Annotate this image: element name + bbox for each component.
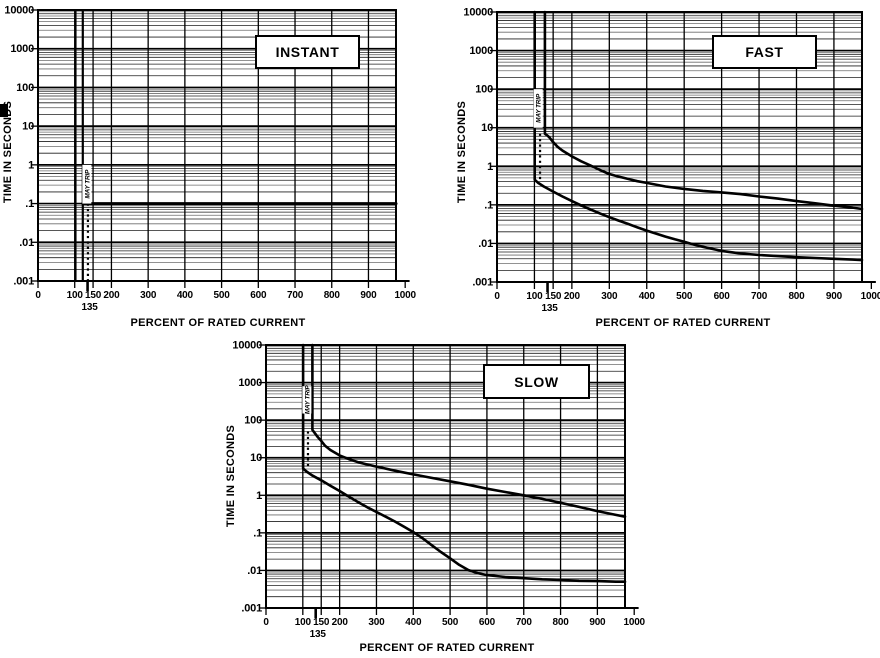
x-tick-label: 100: [526, 291, 543, 302]
x-tick-label: 600: [714, 291, 731, 302]
x-tick-label: 800: [553, 617, 570, 628]
y-axis-title: TIME IN SECONDS: [225, 424, 237, 528]
y-axis-title: TIME IN SECONDS: [456, 100, 468, 204]
y-tick-label: 1000: [238, 377, 262, 389]
x-tick-label: 600: [479, 617, 496, 628]
x-tick-label: 900: [826, 291, 843, 302]
x-tick-label: 400: [177, 290, 194, 301]
may-trip-label: MAY TRIP: [304, 385, 311, 415]
x-tick-label: 150: [313, 617, 330, 628]
x-tick-label: 500: [214, 290, 231, 301]
y-tick-label: 10000: [463, 7, 493, 19]
x-tick-label: 900: [589, 617, 606, 628]
x-tick-label: 500: [676, 291, 693, 302]
y-tick-label: 1: [28, 159, 34, 171]
y-tick-label: .01: [19, 237, 34, 249]
max-trip-time-curve: [311, 343, 627, 518]
x-axis-title: PERCENT OF RATED CURRENT: [595, 317, 771, 329]
chart-title-box: FAST: [712, 35, 817, 69]
y-tick-label: .001: [241, 603, 262, 615]
x-tick-label: 1000: [394, 290, 416, 301]
chart-fast: 0 100 150 200 300 400 500 600 700 800 900 1000 135 10…: [440, 0, 880, 330]
plot-border: [496, 11, 863, 283]
may-trip-label: MAY TRIP: [536, 93, 543, 123]
special-tick-label: 135: [82, 302, 99, 313]
x-tick-label: 0: [35, 290, 41, 301]
y-tick-label: .001: [472, 277, 493, 289]
x-tick-label: 100: [67, 290, 84, 301]
may-trip-label: MAY TRIP: [84, 169, 91, 199]
y-tick-label: 100: [475, 84, 493, 96]
chart-title-box: SLOW: [483, 364, 590, 399]
x-tick-label: 800: [324, 290, 341, 301]
y-tick-label: .1: [25, 198, 34, 210]
x-tick-label: 300: [368, 617, 385, 628]
chart-slow: 0 100 150 200 300 400 500 600 700 800 900 1000 135 10…: [220, 330, 660, 658]
x-tick-label: 300: [601, 291, 618, 302]
special-tick-label: 135: [310, 629, 327, 640]
y-tick-label: .1: [484, 199, 493, 211]
x-tick-label: 700: [751, 291, 768, 302]
min-trip-time-curve: [533, 10, 864, 262]
max-trip-time-curve: [543, 10, 864, 211]
chart-instant: 0 100 150 200 300 400 500 600 700 800 900 1000 135 10…: [0, 0, 440, 330]
x-tick-label: 400: [639, 291, 656, 302]
min-trip-time-curve: [301, 343, 627, 583]
chart-title-box: INSTANT: [255, 35, 360, 69]
x-tick-label: 0: [494, 291, 500, 302]
y-tick-label: .001: [13, 276, 34, 288]
special-tick-label: 135: [541, 303, 558, 314]
y-tick-label: .01: [478, 238, 493, 250]
y-tick-label: 1: [487, 161, 493, 173]
y-tick-label: 1: [256, 490, 262, 502]
x-tick-label: 0: [263, 617, 269, 628]
slow-plot: 0 100 150 200 300 400 500 600 700 800 900 100013510…: [220, 330, 660, 658]
x-tick-label: 600: [250, 290, 267, 301]
y-tick-label: 1000: [10, 43, 34, 55]
y-tick-label: 100: [16, 82, 34, 94]
y-tick-label: 10: [22, 121, 34, 133]
y-tick-label: 10000: [232, 340, 262, 352]
band-label-bg: [82, 164, 92, 204]
x-axis-title: PERCENT OF RATED CURRENT: [359, 642, 535, 654]
plot-border: [265, 344, 626, 609]
x-tick-label: 500: [442, 617, 459, 628]
x-tick-label: 400: [405, 617, 422, 628]
y-tick-label: 10: [481, 122, 493, 134]
x-tick-label: 100: [295, 617, 312, 628]
x-tick-label: 800: [788, 291, 805, 302]
x-tick-label: 1000: [861, 291, 880, 302]
x-tick-label: 150: [545, 291, 562, 302]
x-tick-label: 200: [103, 290, 120, 301]
x-tick-label: 300: [140, 290, 157, 301]
x-tick-label: 1000: [623, 617, 645, 628]
y-tick-label: .01: [247, 565, 262, 577]
scan-artifact: [0, 104, 8, 117]
x-tick-label: 700: [287, 290, 304, 301]
y-tick-label: 1000: [469, 45, 493, 57]
y-tick-label: 10000: [4, 5, 34, 17]
x-tick-label: 200: [332, 617, 349, 628]
instant-plot: 0 100 150 200 300 400 500 600 700 800 900 100013510…: [0, 0, 440, 330]
x-tick-label: 900: [360, 290, 377, 301]
x-axis-title: PERCENT OF RATED CURRENT: [130, 317, 306, 329]
y-tick-label: 10: [250, 452, 262, 464]
y-tick-label: 100: [244, 415, 262, 427]
band-label-bg: [533, 89, 543, 128]
y-tick-label: .1: [253, 527, 262, 539]
band-label-bg: [302, 386, 312, 414]
plot-border: [37, 9, 397, 282]
x-tick-label: 700: [516, 617, 533, 628]
x-tick-label: 150: [85, 290, 102, 301]
x-tick-label: 200: [564, 291, 581, 302]
